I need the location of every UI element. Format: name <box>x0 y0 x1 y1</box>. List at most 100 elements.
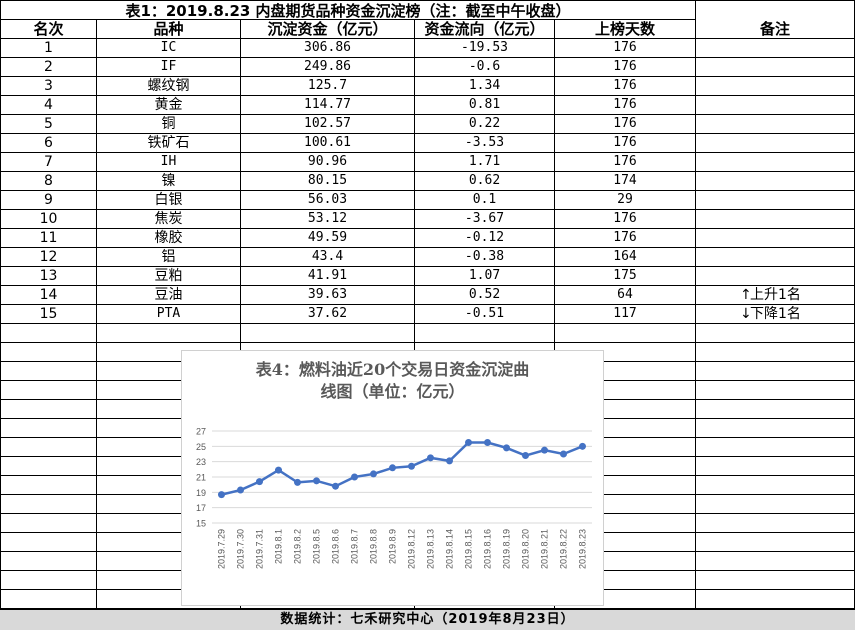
table-cell-flow: 0.1 <box>415 191 555 210</box>
table-cell-fund: 90.96 <box>241 153 415 172</box>
data-point <box>427 454 434 462</box>
empty-cell <box>0 457 97 476</box>
empty-cell <box>0 343 97 362</box>
table-cell-name: 豆油 <box>97 286 241 305</box>
column-header: 资金流向（亿元） <box>415 20 555 39</box>
table-cell-days: 176 <box>555 39 696 58</box>
table-cell-name: 铝 <box>97 248 241 267</box>
y-tick-label: 25 <box>196 442 206 452</box>
table-cell-days: 174 <box>555 172 696 191</box>
table-cell-flow: 0.22 <box>415 115 555 134</box>
table-cell-name: PTA <box>97 305 241 324</box>
data-point <box>370 470 377 478</box>
table-cell-fund: 41.91 <box>241 267 415 286</box>
empty-cell <box>555 343 696 362</box>
empty-cell <box>0 495 97 514</box>
empty-cell <box>0 381 97 400</box>
x-tick-label: 2019.7.31 <box>255 529 265 569</box>
table-cell-flow: 0.62 <box>415 172 555 191</box>
column-header: 品种 <box>97 20 241 39</box>
empty-cell <box>555 571 696 590</box>
table-cell-rank: 13 <box>0 267 97 286</box>
empty-cell <box>696 115 855 134</box>
empty-cell <box>696 438 855 457</box>
table-cell-fund: 37.62 <box>241 305 415 324</box>
data-point <box>522 452 529 460</box>
fund-line-chart: 表4：燃料油近20个交易日资金沉淀曲 线图（单位：亿元） 15 17 19 21 23 2… <box>181 350 604 606</box>
empty-cell <box>555 552 696 571</box>
table-cell-name: 螺纹钢 <box>97 77 241 96</box>
x-tick-label: 2019.8.6 <box>331 529 341 564</box>
table-cell-days: 164 <box>555 248 696 267</box>
empty-cell <box>555 400 696 419</box>
arrow-up-icon: ↑ <box>740 287 752 303</box>
empty-cell <box>555 495 696 514</box>
empty-cell <box>696 514 855 533</box>
table-cell-fund: 306.86 <box>241 39 415 58</box>
empty-cell <box>0 533 97 552</box>
data-point <box>560 450 567 458</box>
empty-cell <box>696 172 855 191</box>
empty-cell <box>0 514 97 533</box>
x-tick-label: 2019.8.20 <box>521 529 531 569</box>
table-cell-fund: 56.03 <box>241 191 415 210</box>
data-point <box>313 477 320 485</box>
x-tick-label: 2019.8.22 <box>559 529 569 569</box>
table-cell-days: 176 <box>555 77 696 96</box>
table-cell-rank: 1 <box>0 39 97 58</box>
empty-cell <box>696 248 855 267</box>
table-cell-fund: 43.4 <box>241 248 415 267</box>
empty-cell <box>555 514 696 533</box>
table-cell-flow: -3.53 <box>415 134 555 153</box>
empty-cell <box>696 77 855 96</box>
table-cell-rank: 4 <box>0 96 97 115</box>
column-header: 沉淀资金（亿元） <box>241 20 415 39</box>
note-item: ↑上升1名 <box>740 286 801 304</box>
table-cell-fund: 125.7 <box>241 77 415 96</box>
table-cell-flow: -0.51 <box>415 305 555 324</box>
table-cell-name: IF <box>97 58 241 77</box>
empty-cell <box>696 343 855 362</box>
x-tick-label: 2019.8.1 <box>274 529 284 564</box>
empty-cell <box>696 134 855 153</box>
empty-cell <box>696 419 855 438</box>
empty-cell <box>555 362 696 381</box>
table-cell-flow: -0.12 <box>415 229 555 248</box>
empty-cell <box>696 153 855 172</box>
empty-cell <box>555 590 696 609</box>
note-text: 下降1名 <box>750 306 801 322</box>
x-tick-label: 2019.8.13 <box>426 529 436 569</box>
table-cell-rank: 7 <box>0 153 97 172</box>
empty-cell <box>415 324 555 343</box>
empty-cell <box>696 210 855 229</box>
table-cell-name: 豆粕 <box>97 267 241 286</box>
empty-cell <box>0 438 97 457</box>
table-cell-name: 黄金 <box>97 96 241 115</box>
table-cell-fund: 49.59 <box>241 229 415 248</box>
empty-cell <box>0 362 97 381</box>
table-cell-days: 176 <box>555 134 696 153</box>
table-cell-days: 64 <box>555 286 696 305</box>
table-cell-fund: 114.77 <box>241 96 415 115</box>
table-cell-days: 176 <box>555 58 696 77</box>
table-cell-rank: 6 <box>0 134 97 153</box>
table-cell-rank: 11 <box>0 229 97 248</box>
data-point <box>218 491 225 499</box>
table-cell-fund: 102.57 <box>241 115 415 134</box>
data-point <box>351 473 358 481</box>
empty-cell <box>696 229 855 248</box>
empty-cell <box>555 381 696 400</box>
y-tick-label: 15 <box>196 519 206 529</box>
table-cell-rank: 3 <box>0 77 97 96</box>
empty-cell <box>696 381 855 400</box>
data-point <box>465 439 472 446</box>
table-cell-flow: -0.38 <box>415 248 555 267</box>
table-cell-name: 橡胶 <box>97 229 241 248</box>
x-tick-label: 2019.7.29 <box>217 529 227 569</box>
table-cell-fund: 53.12 <box>241 210 415 229</box>
data-point <box>294 478 301 486</box>
x-tick-label: 2019.8.9 <box>388 529 398 564</box>
table-cell-fund: 80.15 <box>241 172 415 191</box>
table-cell-rank: 9 <box>0 191 97 210</box>
